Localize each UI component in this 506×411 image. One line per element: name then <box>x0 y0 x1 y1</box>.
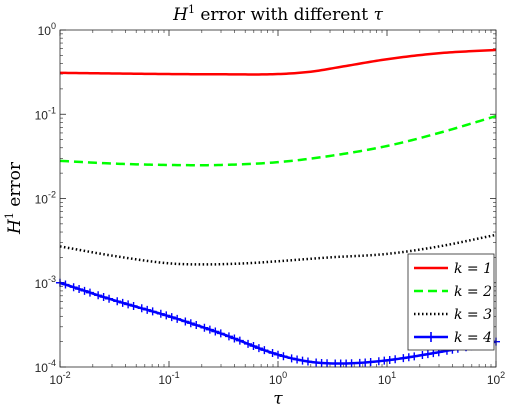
series-4-marker <box>61 280 70 289</box>
x-tick-label: 10-1 <box>158 370 179 387</box>
series-4-marker <box>200 323 209 332</box>
series-4-marker <box>303 357 312 366</box>
series-4-marker <box>274 350 282 359</box>
series-4-marker <box>75 285 84 294</box>
y-tick-label: 10-4 <box>35 358 56 375</box>
x-axis-label: τ <box>273 389 283 409</box>
series-4-marker <box>254 344 263 353</box>
series-4-marker <box>85 288 94 297</box>
legend-item-3-label: k = 3 <box>454 307 492 323</box>
series-4-marker <box>143 305 152 314</box>
series-4-marker <box>249 342 258 351</box>
axis-ticks: 10-2 10-1 100 101 102 10-4 10-3 10-2 10-1 100 <box>35 21 506 387</box>
x-tick-label: 101 <box>378 370 396 387</box>
y-axis-label: H1 error <box>3 161 25 235</box>
series-4-marker <box>287 354 296 363</box>
series-4-marker <box>230 334 239 343</box>
series-4-marker <box>118 298 127 307</box>
legend-item-4-marker <box>426 332 436 342</box>
legend-item-1-label: k = 1 <box>454 261 492 277</box>
series-4-marker <box>423 350 432 359</box>
series-4-marker <box>94 291 103 300</box>
series-4-marker <box>391 355 400 364</box>
legend-box <box>407 253 495 351</box>
series-4-marker <box>399 354 408 363</box>
legend: k = 1 k = 2 k = 3 k = 4 <box>407 253 495 351</box>
series-4-marker <box>410 352 419 361</box>
series-4-marker <box>167 313 176 322</box>
series-4-marker <box>137 304 146 313</box>
series-4-marker <box>385 356 394 365</box>
series-4-marker <box>113 297 122 306</box>
series-4-marker <box>418 351 427 360</box>
x-tick-label: 10-2 <box>49 370 70 387</box>
x-tick-label: 102 <box>487 370 505 387</box>
series-4-marker <box>268 348 277 357</box>
series-4-marker <box>323 359 332 368</box>
series-4-marker <box>124 300 133 309</box>
y-tick-label: 10-2 <box>35 190 56 207</box>
series-4-marker <box>404 353 413 362</box>
legend-item-2-label: k = 2 <box>454 284 492 300</box>
series-4-marker <box>293 355 302 364</box>
series-4-marker <box>216 329 225 338</box>
chart-title: H1 error with different τ <box>172 3 383 25</box>
y-tick-label: 100 <box>38 21 56 38</box>
x-tick-label: 100 <box>269 370 287 387</box>
series-2-line <box>59 114 497 167</box>
series-4-marker <box>279 352 288 361</box>
y-tick-label: 10-1 <box>35 105 56 122</box>
series-4-marker <box>173 314 182 323</box>
series-4-marker <box>260 346 269 355</box>
series-4-marker <box>192 321 201 330</box>
series-4-marker <box>366 358 375 367</box>
series-4-marker <box>105 294 114 303</box>
series-4-marker <box>244 339 253 348</box>
series-4-marker <box>347 359 356 368</box>
legend-item-4-label: k = 4 <box>454 330 492 346</box>
series-4-marker <box>162 311 171 320</box>
series-4-marker <box>224 332 233 341</box>
series-4-marker <box>205 325 214 334</box>
series-4-marker <box>235 336 244 345</box>
series-4-marker <box>148 307 157 316</box>
series-1-line <box>59 48 497 76</box>
series-4-marker <box>129 301 138 310</box>
y-tick-label: 10-3 <box>35 274 56 291</box>
series-4-marker <box>186 319 195 328</box>
series-4-marker <box>429 349 438 358</box>
series-3-line <box>59 233 497 266</box>
series-4-marker <box>211 327 220 336</box>
series-4-marker <box>80 286 89 295</box>
series-4-marker <box>181 317 190 326</box>
plot-frame <box>59 29 497 368</box>
series-4-marker <box>99 293 108 302</box>
series-4-marker <box>298 356 307 365</box>
series-4-marker <box>156 309 165 318</box>
series-4-marker <box>69 283 78 292</box>
